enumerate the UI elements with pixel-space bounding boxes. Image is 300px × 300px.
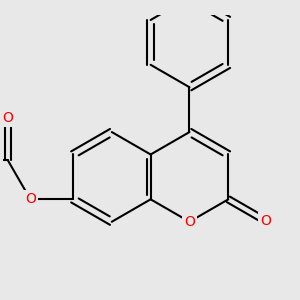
Text: O: O [25, 192, 36, 206]
Text: O: O [2, 111, 14, 125]
Text: O: O [184, 215, 195, 229]
Text: O: O [260, 214, 271, 228]
